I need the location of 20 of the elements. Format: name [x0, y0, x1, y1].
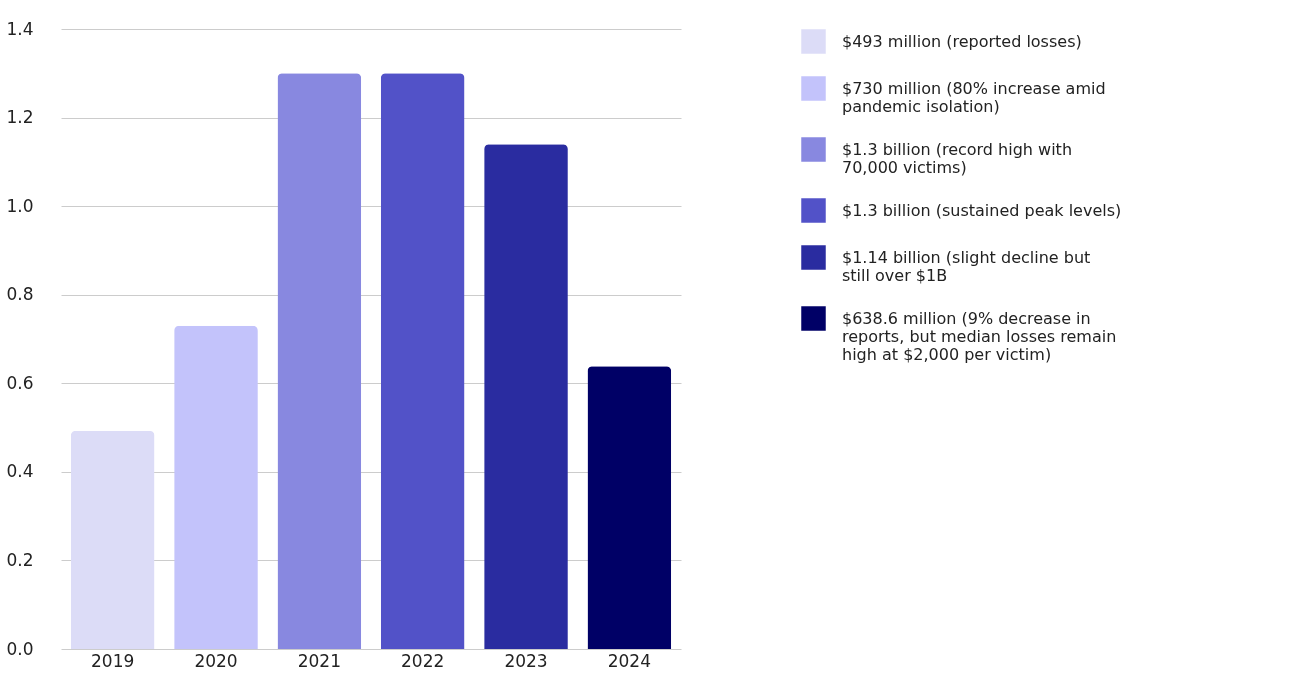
y-tick-label: 0.4 [6, 461, 34, 482]
legend-label: $1.3 billion (record high with 70,000 victims) [842, 139, 1073, 177]
x-tick-label: 2019 [91, 650, 135, 671]
y-tick-label: 0.0 [6, 638, 34, 659]
legend-label: $493 million (reported losses) [842, 31, 1082, 51]
y-tick-label: 1.0 [6, 195, 34, 216]
legend-label: $730 million (80% increase amid pandemic isolation) [842, 78, 1106, 116]
y-tick-label: 0.2 [6, 549, 34, 570]
x-tick-label: 2021 [297, 650, 341, 671]
x-tick-label: 2024 [607, 650, 651, 671]
y-tick-label: 0.8 [6, 284, 34, 305]
legend-label: $1.3 billion (sustained peak levels) [842, 200, 1122, 220]
legend-label: $1.14 billion (slight decline but still over $1B [842, 247, 1091, 285]
y-tick-label: 1.4 [6, 18, 34, 39]
y-tick-label: 1.2 [6, 107, 34, 128]
x-tick-label: 2022 [401, 650, 445, 671]
y-tick-label: 0.6 [6, 372, 34, 393]
x-tick-label: 2023 [504, 650, 548, 671]
x-tick-label: 2020 [194, 650, 238, 671]
legend-label: $638.6 million (9% decrease in reports, but median losses remain high at $2,000 per victim) [842, 308, 1117, 364]
